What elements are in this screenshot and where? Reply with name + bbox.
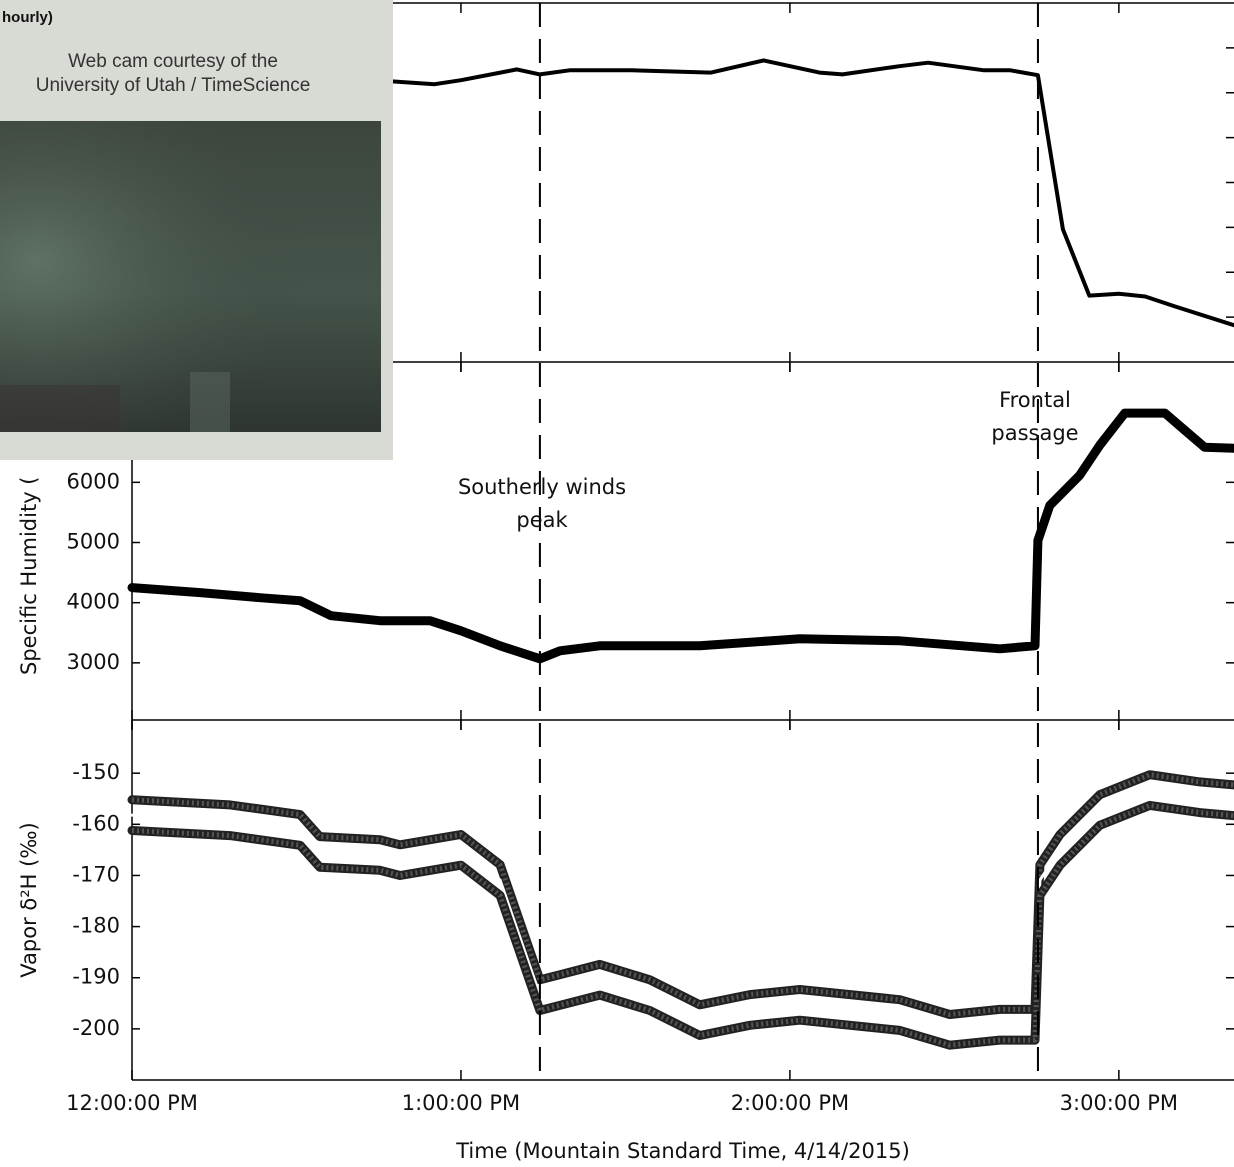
webcam-building [190,372,230,432]
x-axis-title: Time (Mountain Standard Time, 4/14/2015) [455,1139,910,1163]
plot-area: 3000 4000 5000 6000 Specific Humidity ( -200 -… [17,2,1234,1163]
y-tick-label: 4000 [67,590,120,614]
annotation: peak [516,508,568,532]
y-tick-label: -170 [72,862,120,886]
x-tick-label: 12:00:00 PM [66,1091,198,1115]
series-line-outline [127,800,1234,1050]
series-line [127,408,1234,664]
x-tick-label: 2:00:00 PM [731,1091,849,1115]
series-line [130,788,1234,1032]
y-tick-label: 5000 [67,530,120,554]
webcam-credit: University of Utah / TimeScience [36,75,311,96]
y-tick-label: -160 [72,811,120,835]
y-tick-label: 3000 [67,650,120,674]
x-tick-label: 3:00:00 PM [1060,1091,1178,1115]
series-line [130,58,1234,328]
annotation: Southerly winds [458,475,626,499]
series-line-outline [127,770,1234,1019]
y-tick-label: -180 [72,914,120,938]
y-tick-label: -190 [72,965,120,989]
webcam-credit: Web cam courtesy of the [68,51,278,72]
y-tick-label: -200 [72,1016,120,1040]
y-tick-label: -150 [72,760,120,784]
annotation: passage [991,421,1078,445]
webcam-header: hourly) [2,9,53,26]
y-axis-title: Vapor δ²H (‰) [17,822,41,977]
webcam-image: hourly) Web cam courtesy of the Universi… [0,0,393,460]
x-tick-label: 1:00:00 PM [402,1091,520,1115]
webcam-building [0,385,120,432]
y-axis-title: Specific Humidity ( [17,477,41,676]
y-tick-label: 6000 [67,469,120,493]
annotation: Frontal [999,388,1071,412]
